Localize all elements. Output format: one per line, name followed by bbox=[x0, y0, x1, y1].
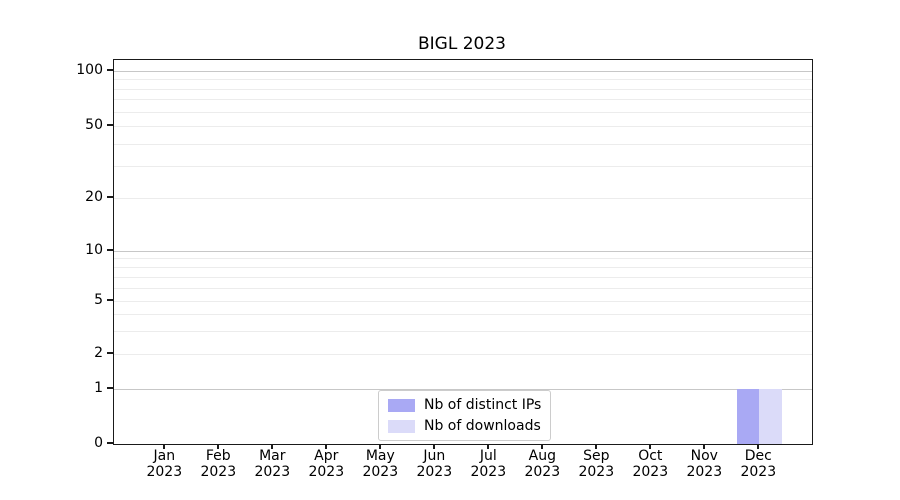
x-tick-mark bbox=[487, 444, 490, 449]
y-tick-label: 2 bbox=[94, 345, 103, 362]
gridline-minor bbox=[114, 258, 812, 260]
legend-label-distinct-ips: Nb of distinct IPs bbox=[424, 397, 542, 413]
x-tick-label: May 2023 bbox=[362, 448, 399, 480]
legend-item-distinct-ips: Nb of distinct IPs bbox=[388, 396, 541, 414]
x-tick-mark bbox=[325, 444, 328, 449]
x-tick-mark bbox=[433, 444, 436, 449]
y-tick-label: 5 bbox=[94, 292, 103, 309]
y-tick-label: 1 bbox=[94, 380, 103, 397]
gridline-minor bbox=[114, 276, 812, 278]
x-tick-label: Sep 2023 bbox=[578, 448, 615, 480]
y-tick-label: 20 bbox=[85, 188, 103, 205]
x-tick-mark bbox=[379, 444, 382, 449]
x-tick-label: Apr 2023 bbox=[308, 448, 345, 480]
x-tick-mark bbox=[595, 444, 598, 449]
x-tick-mark bbox=[649, 444, 652, 449]
x-tick-label: Aug 2023 bbox=[524, 448, 561, 480]
bar-downloads bbox=[759, 389, 782, 444]
gridline-50 bbox=[114, 126, 812, 128]
x-tick-mark bbox=[757, 444, 760, 449]
gridline-minor bbox=[114, 143, 812, 145]
x-tick-label: Mar 2023 bbox=[254, 448, 291, 480]
x-tick-label: Nov 2023 bbox=[686, 448, 723, 480]
bar-distinct-ips bbox=[736, 389, 760, 444]
legend-label-downloads: Nb of downloads bbox=[424, 418, 541, 434]
legend-item-downloads: Nb of downloads bbox=[388, 417, 541, 435]
y-tick-mark bbox=[107, 248, 113, 251]
plot-area bbox=[113, 59, 813, 445]
gridline-minor bbox=[114, 88, 812, 90]
x-tick-label: Dec 2023 bbox=[740, 448, 777, 480]
gridline-5 bbox=[114, 301, 812, 303]
x-tick-label: Jul 2023 bbox=[470, 448, 507, 480]
x-tick-mark bbox=[541, 444, 544, 449]
chart-title: BIGL 2023 bbox=[418, 34, 506, 54]
gridline-minor bbox=[114, 287, 812, 289]
y-tick-mark bbox=[107, 352, 113, 355]
gridline-minor bbox=[114, 267, 812, 269]
y-tick-label: 10 bbox=[85, 241, 103, 258]
y-tick-label: 50 bbox=[85, 117, 103, 134]
y-tick-mark bbox=[107, 124, 113, 127]
x-tick-label: Oct 2023 bbox=[632, 448, 669, 480]
y-tick-label: 100 bbox=[76, 62, 103, 79]
x-tick-mark bbox=[217, 444, 220, 449]
gridline-minor bbox=[114, 111, 812, 113]
gridline-2 bbox=[114, 354, 812, 356]
y-tick-mark bbox=[107, 299, 113, 302]
gridline-minor bbox=[114, 79, 812, 81]
x-tick-mark bbox=[163, 444, 166, 449]
gridline-minor bbox=[114, 166, 812, 168]
legend-swatch-downloads bbox=[388, 419, 415, 433]
gridline-1 bbox=[114, 389, 812, 391]
gridline-minor bbox=[114, 314, 812, 316]
y-tick-mark bbox=[107, 387, 113, 390]
gridline-100 bbox=[114, 71, 812, 73]
x-tick-mark bbox=[271, 444, 274, 449]
x-tick-label: Feb 2023 bbox=[200, 448, 237, 480]
legend: Nb of distinct IPs Nb of downloads bbox=[378, 390, 552, 441]
x-tick-label: Jan 2023 bbox=[146, 448, 183, 480]
gridline-20 bbox=[114, 197, 812, 199]
x-tick-label: Jun 2023 bbox=[416, 448, 453, 480]
legend-swatch-distinct-ips bbox=[388, 398, 415, 412]
y-tick-mark bbox=[107, 442, 113, 444]
gridline-minor bbox=[114, 330, 812, 332]
y-tick-mark bbox=[107, 69, 113, 72]
y-tick-mark bbox=[107, 195, 113, 198]
y-tick-label: 0 bbox=[94, 435, 103, 451]
gridline-10 bbox=[114, 250, 812, 252]
gridline-minor bbox=[114, 99, 812, 101]
x-tick-mark bbox=[703, 444, 706, 449]
